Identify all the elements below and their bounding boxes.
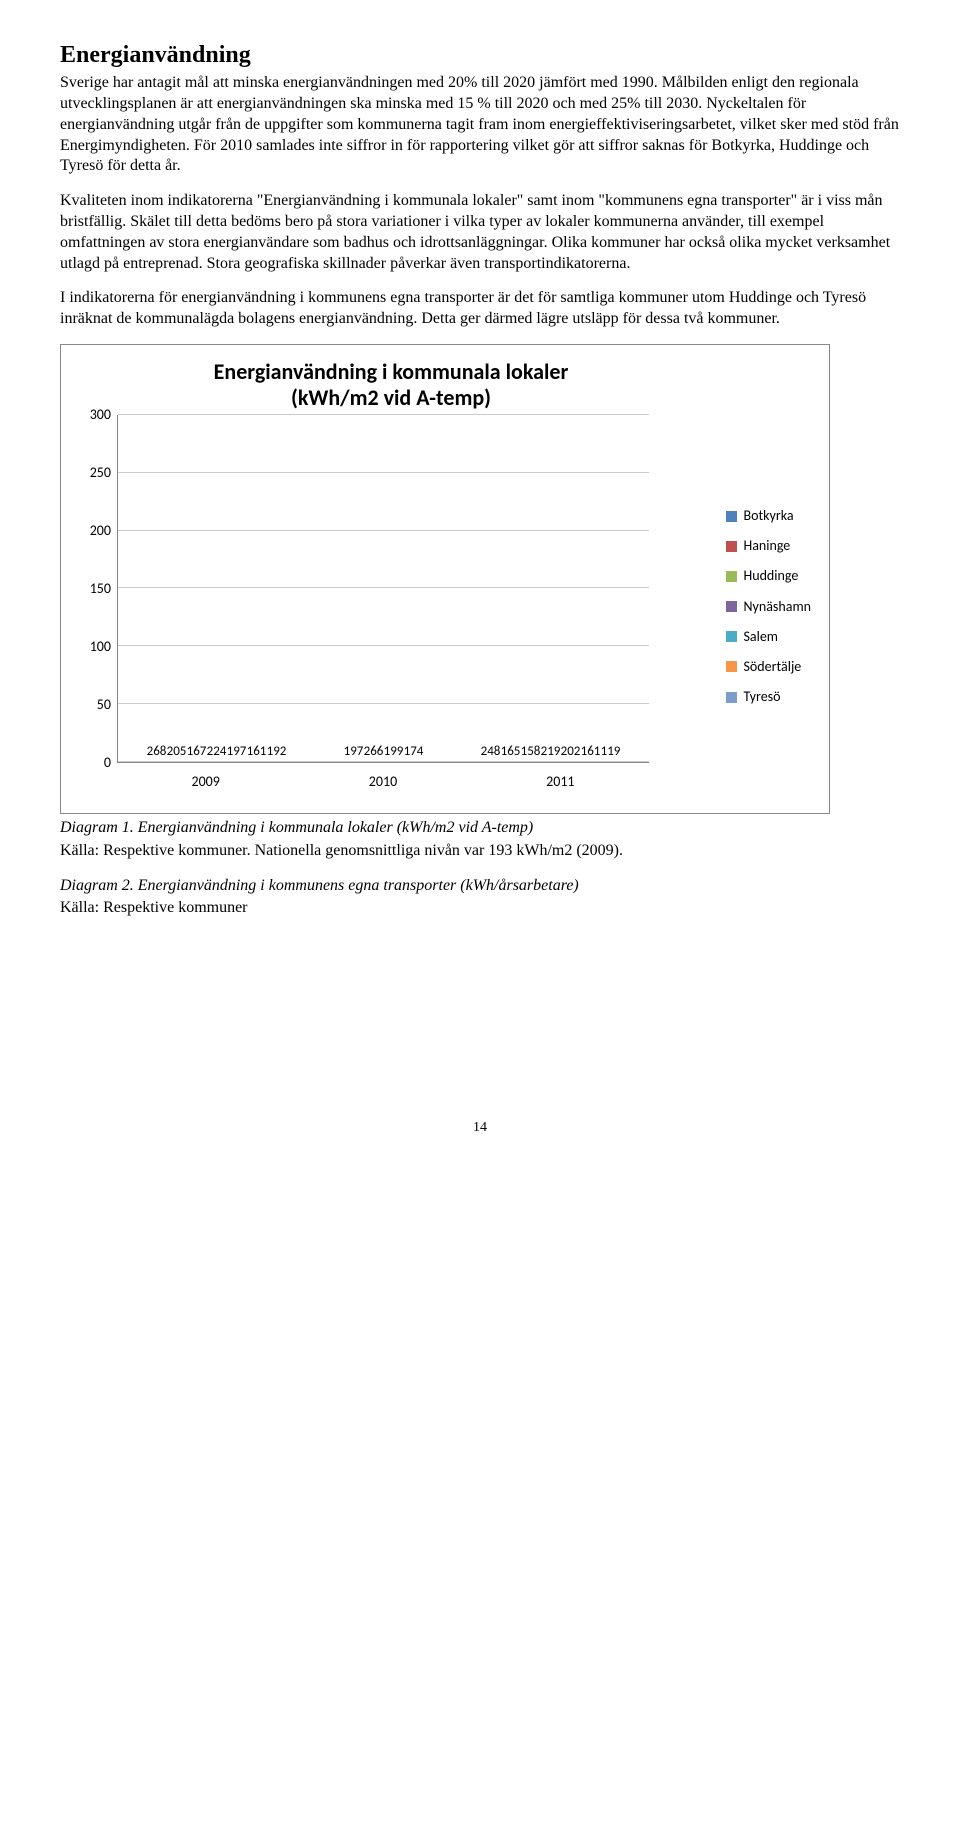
y-tick-label: 200	[71, 522, 111, 540]
legend-item: Botkyrka	[726, 507, 811, 525]
bar-value-label: 202	[561, 744, 581, 761]
x-tick-label: 2009	[191, 773, 219, 791]
grid-line	[118, 530, 649, 531]
bar-value-label: 161	[581, 744, 601, 761]
chart-title: Energianvändning i kommunala lokaler (kW…	[181, 359, 601, 412]
legend-item: Tyresö	[726, 688, 811, 706]
bar-value-label: 248	[481, 744, 501, 761]
paragraph-2: Kvaliteten inom indikatorerna "Energianv…	[60, 191, 900, 274]
legend-swatch	[726, 571, 737, 582]
plot-area: 2682051672241971611921972661991742481651…	[117, 415, 649, 763]
y-tick-label: 300	[71, 406, 111, 424]
diagram-1-caption: Diagram 1. Energianvändning i kommunala …	[60, 818, 900, 839]
grid-line	[118, 587, 649, 588]
bar-value-label: 167	[187, 744, 207, 761]
legend-label: Haninge	[743, 537, 790, 555]
legend-swatch	[726, 511, 737, 522]
legend-swatch	[726, 692, 737, 703]
y-tick-label: 0	[71, 754, 111, 772]
legend-swatch	[726, 541, 737, 552]
bar-value-label: 197	[344, 744, 364, 761]
y-tick-label: 50	[71, 696, 111, 714]
legend: Botkyrka Haninge Huddinge Nynäshamn Salem Söd…	[726, 495, 811, 718]
paragraph-1: Sverige har antagit mål att minska energ…	[60, 73, 900, 177]
legend-swatch	[726, 631, 737, 642]
legend-label: Nynäshamn	[743, 598, 811, 616]
y-axis: 050100150200250300	[71, 415, 111, 763]
bar-value-label: 174	[404, 744, 424, 761]
bar-value-label: 119	[601, 744, 621, 761]
y-tick-label: 250	[71, 464, 111, 482]
bar-value-label: 266	[364, 744, 384, 761]
x-tick-label: 2011	[546, 773, 574, 791]
paragraph-3: I indikatorerna för energianvändning i k…	[60, 288, 900, 330]
chart-title-line2: (kWh/m2 vid A-temp)	[291, 384, 491, 411]
bar-value-label: 268	[147, 744, 167, 761]
page-heading: Energianvändning	[60, 40, 900, 71]
legend-item: Salem	[726, 628, 811, 646]
bar-groups: 2682051672241971611921972661991742481651…	[118, 415, 649, 762]
bar-value-label: 192	[267, 744, 287, 761]
y-tick-label: 150	[71, 580, 111, 598]
legend-item: Haninge	[726, 537, 811, 555]
legend-label: Huddinge	[743, 567, 798, 585]
diagram-2-caption: Diagram 2. Energianvändning i kommunens …	[60, 876, 900, 897]
legend-swatch	[726, 661, 737, 672]
legend-item: Södertälje	[726, 658, 811, 676]
legend-label: Södertälje	[743, 658, 801, 676]
bar-value-label: 158	[521, 744, 541, 761]
grid-line	[118, 472, 649, 473]
grid-line	[118, 414, 649, 415]
x-axis-labels: 2009 2010 2011	[117, 773, 649, 791]
legend-item: Nynäshamn	[726, 598, 811, 616]
x-tick-label: 2010	[369, 773, 397, 791]
grid-line	[118, 761, 649, 762]
legend-label: Botkyrka	[743, 507, 793, 525]
diagram-1-source: Källa: Respektive kommuner. Nationella g…	[60, 841, 900, 862]
legend-swatch	[726, 601, 737, 612]
legend-label: Tyresö	[743, 688, 780, 706]
bar-value-label: 205	[167, 744, 187, 761]
diagram-2-source: Källa: Respektive kommuner	[60, 898, 900, 919]
bar-value-label: 165	[501, 744, 521, 761]
bar-value-label: 161	[247, 744, 267, 761]
bar-value-label: 224	[207, 744, 227, 761]
grid-line	[118, 703, 649, 704]
page-number: 14	[60, 1119, 900, 1137]
energy-chart: Energianvändning i kommunala lokaler (kW…	[60, 344, 830, 814]
legend-item: Huddinge	[726, 567, 811, 585]
bar-value-label: 197	[227, 744, 247, 761]
legend-label: Salem	[743, 628, 778, 646]
chart-title-line1: Energianvändning i kommunala lokaler	[214, 358, 569, 385]
grid-line	[118, 645, 649, 646]
bar-value-label: 219	[541, 744, 561, 761]
bar-value-label: 199	[384, 744, 404, 761]
y-tick-label: 100	[71, 638, 111, 656]
